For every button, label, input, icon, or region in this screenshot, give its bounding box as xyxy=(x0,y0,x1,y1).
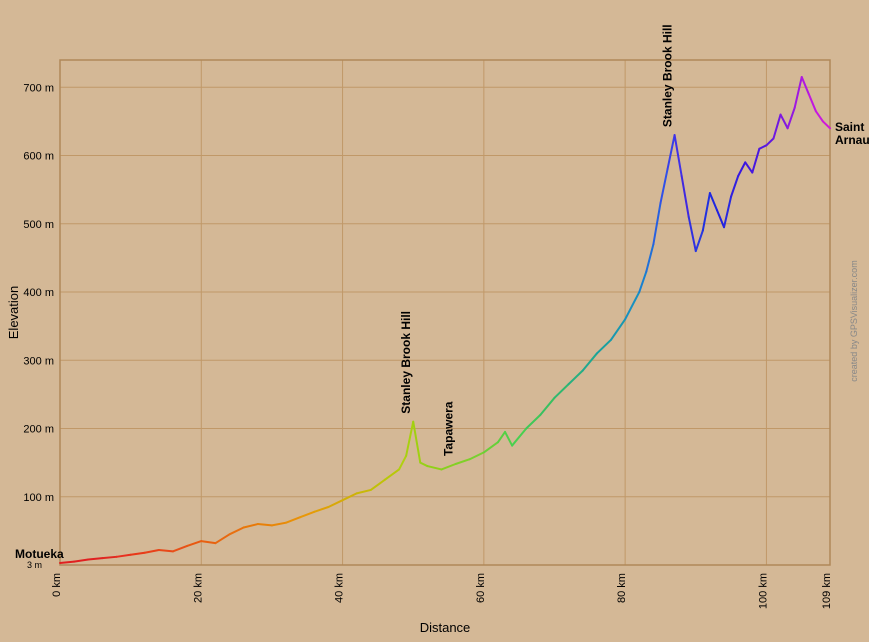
y-tick-label: 700 m xyxy=(23,82,54,94)
waypoint-label: Stanley Brook Hill xyxy=(661,24,675,127)
waypoint-label: Stanley Brook Hill xyxy=(399,311,413,414)
y-axis-label: Elevation xyxy=(6,286,21,339)
credit-text: created by GPSVisualizer.com xyxy=(849,260,859,381)
x-tick-label: 40 km xyxy=(334,573,346,603)
waypoint-label: Tapawera xyxy=(442,401,456,456)
x-tick-label: 0 km xyxy=(51,573,63,597)
x-axis-label: Distance xyxy=(420,620,471,635)
chart-svg: 100 m 200 m 300 m 400 m 500 m 600 m 700 m 0 km 2… xyxy=(0,0,869,642)
x-tick-label: 20 km xyxy=(192,573,204,603)
waypoint-label: SaintArnaud xyxy=(835,120,869,147)
x-tick-label: 80 km xyxy=(616,573,628,603)
y-tick-label: 500 m xyxy=(23,219,54,231)
x-tick-label: 100 km xyxy=(757,573,769,609)
x-tick-label: 109 km xyxy=(821,573,833,609)
y-tick-label: 300 m xyxy=(23,355,54,367)
y-tick-label: 200 m xyxy=(23,424,54,436)
waypoint-label: Motueka xyxy=(15,547,64,561)
waypoint-sub: 3 m xyxy=(27,560,42,570)
y-tick-label: 600 m xyxy=(23,151,54,163)
y-tick-label: 400 m xyxy=(23,287,54,299)
x-tick-label: 60 km xyxy=(475,573,487,603)
elevation-chart: 100 m 200 m 300 m 400 m 500 m 600 m 700 m 0 km 2… xyxy=(0,0,869,642)
chart-bg xyxy=(0,0,869,642)
y-tick-label: 100 m xyxy=(23,492,54,504)
